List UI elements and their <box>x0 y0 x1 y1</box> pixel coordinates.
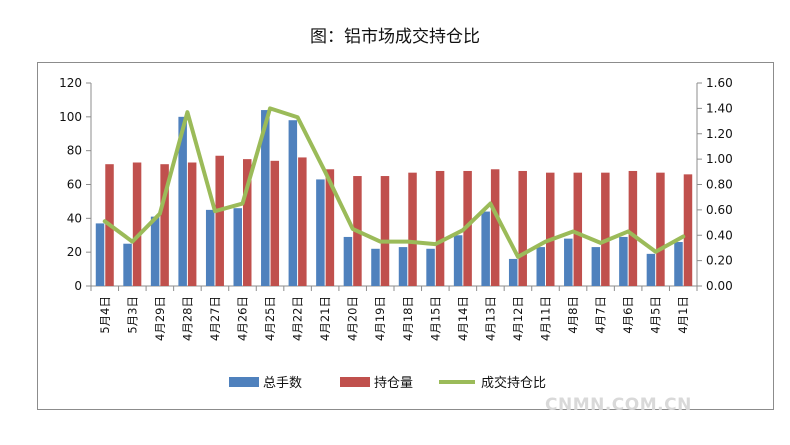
bar-open-interest <box>408 172 417 286</box>
chart-frame <box>37 62 774 410</box>
y-right-tick-label: 0.60 <box>706 203 733 217</box>
legend-layer: 总手数 持仓量 成交持仓比 <box>229 375 546 391</box>
y-left-tick-label: 20 <box>67 245 82 259</box>
x-category-label: 4月18日 <box>401 296 415 341</box>
bar-total-volume <box>426 248 435 286</box>
bar-total-volume <box>95 223 105 286</box>
x-category-label: 4月13日 <box>483 296 497 341</box>
bar-total-volume <box>316 179 325 286</box>
x-category-label: 4月6日 <box>621 296 635 334</box>
x-category-label: 5月3日 <box>125 296 139 334</box>
line-volume-oi-ratio <box>102 106 686 259</box>
x-category-label: 4月19日 <box>373 296 387 341</box>
x-category-label: 4月15日 <box>428 296 442 341</box>
bar-open-interest <box>490 169 500 286</box>
bar-total-volume <box>619 236 628 286</box>
bar-total-volume <box>343 236 353 286</box>
x-category-label: 4月11日 <box>539 296 553 341</box>
bar-open-interest <box>160 164 169 286</box>
bar-open-interest <box>243 159 252 286</box>
bar-open-interest <box>132 162 142 286</box>
x-category-label: 4月21日 <box>318 296 332 341</box>
y-right-tick-label: 0.20 <box>706 254 733 268</box>
x-category-label: 4月8日 <box>566 296 580 334</box>
x-category-label: 4月7日 <box>594 296 608 334</box>
bar-open-interest <box>380 176 390 286</box>
legend-label: 持仓量 <box>374 376 413 391</box>
bar-total-volume <box>564 238 573 286</box>
bar-open-interest <box>435 170 445 286</box>
y-left-tick-label: 60 <box>67 178 82 192</box>
x-category-label: 4月1日 <box>676 296 690 334</box>
bar-total-volume <box>481 211 490 286</box>
legend-swatch-open-interest <box>340 377 370 387</box>
bar-total-volume <box>508 258 518 286</box>
bar-total-volume <box>371 248 380 286</box>
y-left-tick-label: 0 <box>74 279 82 293</box>
y-left-tick-label: 120 <box>59 76 82 90</box>
y-left-tick-label: 100 <box>59 110 82 124</box>
bar-open-interest <box>601 172 610 286</box>
bar-open-interest <box>628 170 638 286</box>
legend-label: 成交持仓比 <box>481 375 546 391</box>
y-right-tick-label: 0.40 <box>706 228 733 242</box>
x-category-label: 4月29日 <box>153 296 167 341</box>
bar-total-volume <box>591 247 601 286</box>
bars-layer <box>95 110 693 286</box>
bar-total-volume <box>261 110 270 286</box>
x-category-label: 4月27日 <box>208 296 222 341</box>
x-category-label: 4月25日 <box>263 296 277 341</box>
x-category-label: 4月14日 <box>456 296 470 341</box>
bar-total-volume <box>150 216 160 286</box>
bar-total-volume <box>205 209 215 286</box>
legend-swatch-total-volume <box>229 377 259 387</box>
bar-open-interest <box>298 157 307 286</box>
bar-open-interest <box>656 172 665 286</box>
bar-total-volume <box>288 120 298 286</box>
bar-total-volume <box>674 242 683 286</box>
y-right-tick-label: 1.00 <box>706 152 733 166</box>
bar-total-volume <box>646 253 656 286</box>
y-left-tick-label: 80 <box>67 144 82 158</box>
bar-open-interest <box>215 155 224 286</box>
bar-open-interest <box>573 172 583 286</box>
x-category-label: 4月28日 <box>180 296 194 341</box>
y-left-tick-label: 40 <box>67 211 82 225</box>
y-right-tick-label: 0.80 <box>706 178 733 192</box>
chart-title: 图：铝市场成交持仓比 <box>310 27 480 47</box>
x-category-label: 4月20日 <box>346 296 360 341</box>
x-category-label: 4月26日 <box>236 296 250 341</box>
bar-open-interest <box>270 160 280 286</box>
bar-total-volume <box>178 116 187 286</box>
y-right-tick-label: 1.40 <box>706 101 733 115</box>
legend-label: 总手数 <box>263 376 302 391</box>
axes-layer <box>86 82 702 291</box>
bar-total-volume <box>536 247 545 286</box>
labels-layer: 0 20 40 60 80 100 120 0.00 0.20 0.40 0.60 0.80 1.00 1… <box>59 76 733 341</box>
bar-open-interest <box>546 172 555 286</box>
bar-open-interest <box>683 174 693 286</box>
bar-total-volume <box>233 208 242 286</box>
line-layer <box>102 106 686 259</box>
bar-total-volume <box>123 243 132 286</box>
x-category-label: 4月22日 <box>291 296 305 341</box>
bar-total-volume <box>453 235 463 286</box>
x-category-label: 5月4日 <box>98 296 112 334</box>
x-category-label: 4月5日 <box>649 296 663 334</box>
x-category-label: 4月12日 <box>511 296 525 341</box>
watermark-text: CNMN.COM.CN <box>545 395 692 415</box>
bar-open-interest <box>325 169 335 286</box>
y-right-tick-label: 1.20 <box>706 127 733 141</box>
bar-total-volume <box>398 247 408 286</box>
bar-open-interest <box>463 170 472 286</box>
y-right-tick-label: 0.00 <box>706 279 733 293</box>
bar-open-interest <box>187 162 197 286</box>
bar-open-interest <box>518 170 527 286</box>
y-right-tick-label: 1.60 <box>706 76 733 90</box>
